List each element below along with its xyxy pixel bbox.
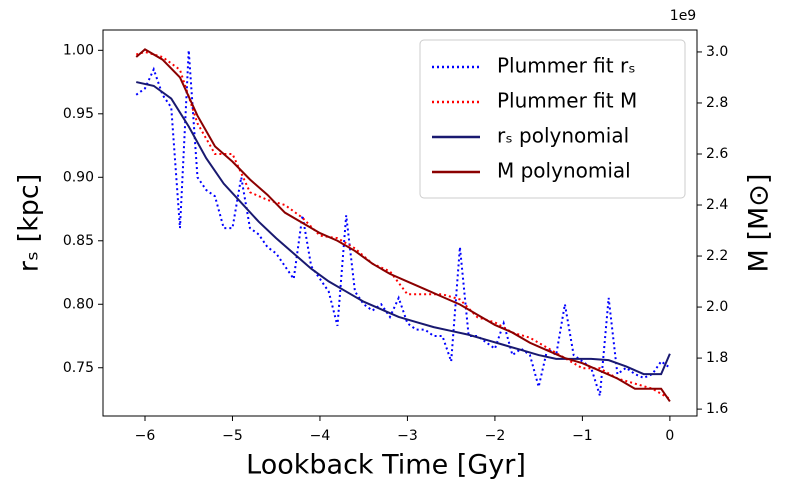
x-tick-label: −1 — [572, 428, 593, 444]
y2-tick-label: 2.8 — [706, 95, 728, 111]
series-line — [135, 50, 671, 396]
x-tick-label: −2 — [485, 428, 506, 444]
y2-tick-label: 2.6 — [706, 146, 728, 162]
y-tick-label: 1.00 — [63, 42, 94, 58]
x-tick-label: 0 — [665, 428, 674, 444]
y2-tick-label: 1.6 — [706, 401, 728, 417]
legend-label: Plummer fit M — [497, 89, 637, 113]
y-tick-label: 0.80 — [63, 296, 94, 312]
y2-offset: 1e9 — [670, 8, 696, 24]
x-tick-label: −3 — [397, 428, 418, 444]
series-line — [135, 48, 671, 403]
plot-frame — [102, 29, 698, 417]
legend-label: M polynomial — [497, 159, 631, 183]
x-tick-label: −4 — [310, 428, 331, 444]
y2-tick-label: 2.0 — [706, 299, 728, 315]
y-tick-label: 0.90 — [63, 169, 94, 185]
x-axis-label: Lookback Time [Gyr] — [246, 450, 526, 481]
y-tick-label: 0.75 — [63, 360, 94, 376]
y-axis-label: rₛ [kpc] — [14, 174, 45, 272]
series-line — [136, 81, 671, 376]
x-tick-label: −5 — [222, 428, 243, 444]
x-tick-label: −6 — [135, 428, 156, 444]
legend-label: Plummer fit rₛ — [497, 54, 636, 78]
y2-tick-label: 2.2 — [706, 248, 728, 264]
y2-axis-label: M [M⊙] — [744, 174, 775, 273]
y2-tick-label: 2.4 — [706, 197, 728, 213]
legend-label: rₛ polynomial — [497, 124, 629, 148]
y2-tick-label: 3.0 — [706, 44, 728, 60]
y-tick-label: 0.85 — [63, 233, 94, 249]
series-line — [135, 50, 671, 400]
y-tick-label: 0.95 — [63, 106, 94, 122]
legend-box — [419, 39, 686, 199]
y2-tick-label: 1.8 — [706, 350, 728, 366]
